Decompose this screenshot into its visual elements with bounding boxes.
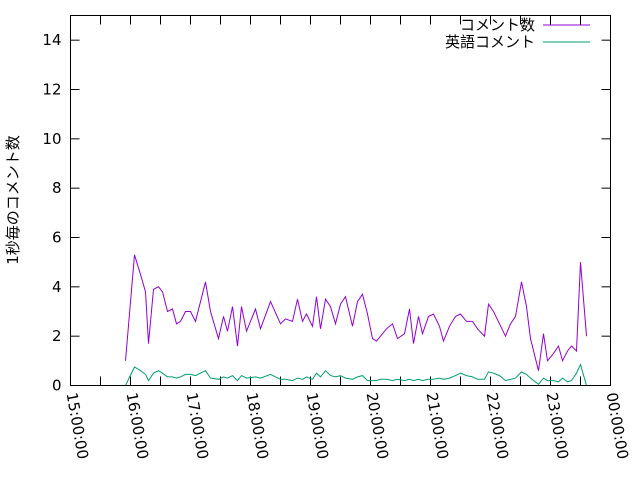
y-tick-label: 0 [52,377,62,395]
y-tick-label: 14 [42,31,61,49]
x-tick-label: 18:00:00 [243,391,272,460]
x-tick-label: 22:00:00 [483,391,512,460]
y-tick-label: 4 [52,278,62,296]
x-tick-label: 23:00:00 [543,391,572,460]
x-tick-label: 16:00:00 [123,391,152,460]
series-lines [125,254,587,386]
series-line-1 [125,363,587,386]
legend-label-english-comments: 英語コメント [445,33,535,51]
y-tick-label: 2 [52,327,62,345]
series-line-0 [125,254,587,371]
plot-border [70,15,611,386]
x-tick-label: 15:00:00 [63,391,92,460]
x-tick-label: 00:00:00 [603,391,632,460]
y-tick-labels: 0 2 4 6 8 10 12 14 [42,31,61,394]
y-tick-label: 12 [42,81,61,99]
y-axis-label: 1秒毎のコメント数 [4,135,22,265]
x-tick-label: 17:00:00 [183,391,212,460]
x-tick-label: 21:00:00 [423,391,452,460]
x-tick-labels: 15:00:00 16:00:00 17:00:00 18:00:00 19:00:00… [63,391,632,460]
axis-ticks [70,15,611,386]
y-tick-label: 10 [42,130,61,148]
x-tick-label: 19:00:00 [303,391,332,460]
legend-label-comments: コメント数 [460,16,535,34]
legend: コメント数 英語コメント [445,16,590,51]
y-tick-label: 6 [52,229,62,247]
y-tick-label: 8 [52,179,62,197]
x-tick-label: 20:00:00 [363,391,392,460]
